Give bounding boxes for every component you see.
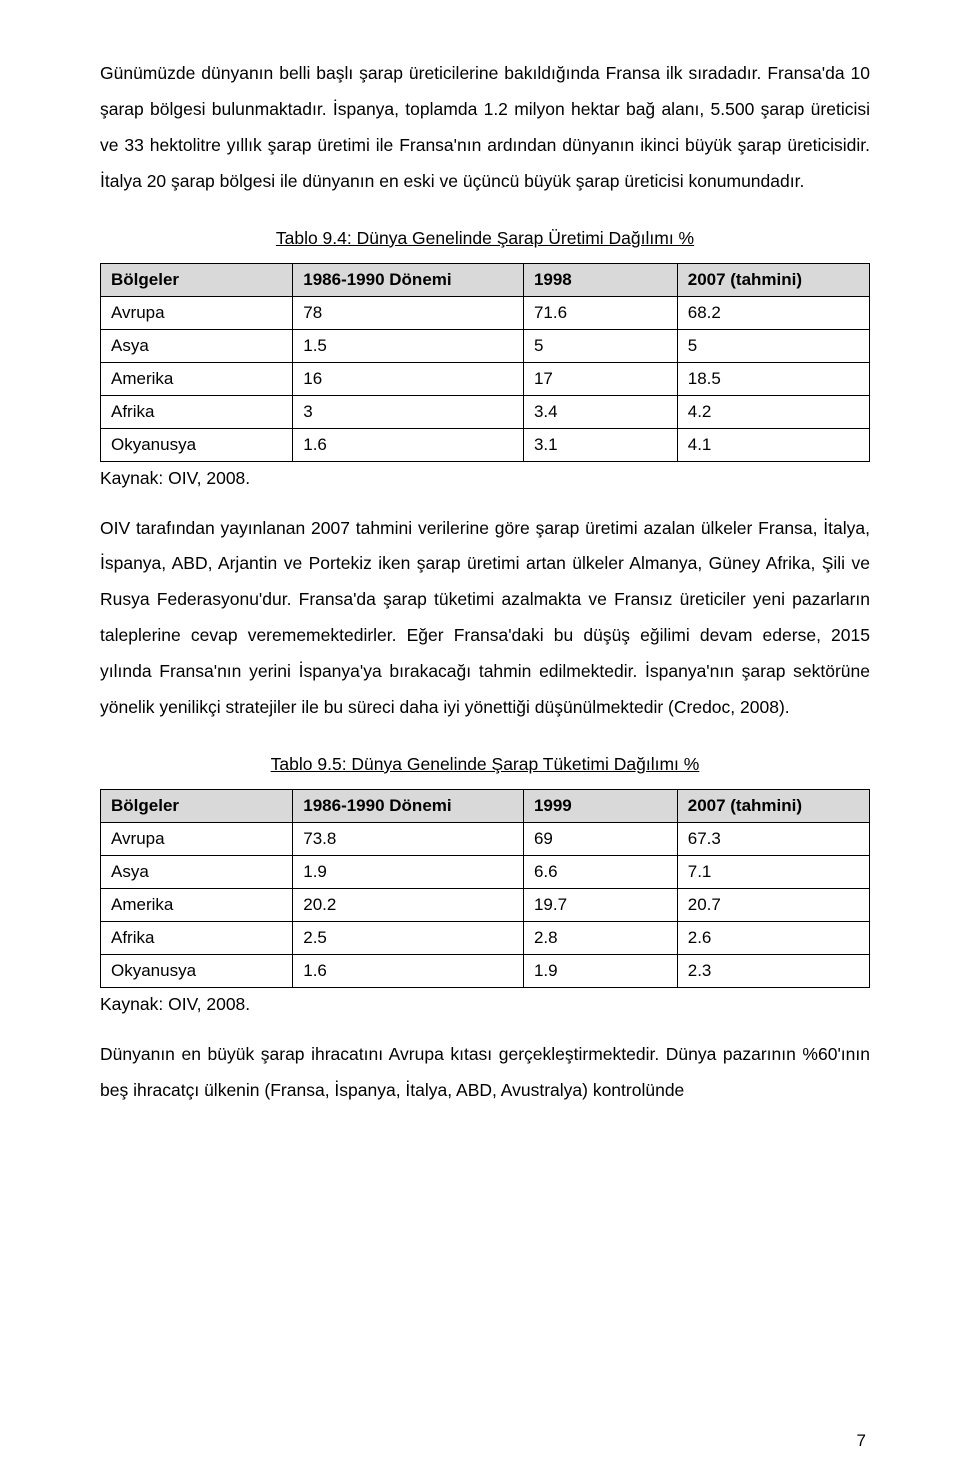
table-row: Asya 1.5 5 5 <box>101 329 870 362</box>
table94-header-0: Bölgeler <box>101 263 293 296</box>
document-page: Günümüzde dünyanın belli başlı şarap üre… <box>0 0 960 1479</box>
table94-header-1: 1986-1990 Dönemi <box>293 263 524 296</box>
paragraph-2: OIV tarafından yayınlanan 2007 tahmini v… <box>100 511 870 726</box>
page-number: 7 <box>857 1431 866 1451</box>
table95-cell: Avrupa <box>101 822 293 855</box>
table94-cell: Amerika <box>101 362 293 395</box>
table94-cell: 18.5 <box>677 362 869 395</box>
table94-header-2: 1998 <box>523 263 677 296</box>
table95-cell: 2.5 <box>293 921 524 954</box>
table-row: Okyanusya 1.6 1.9 2.3 <box>101 954 870 987</box>
table94-cell: 4.2 <box>677 395 869 428</box>
table95: Bölgeler 1986-1990 Dönemi 1999 2007 (tah… <box>100 789 870 988</box>
table95-cell: Asya <box>101 855 293 888</box>
paragraph-3: Dünyanın en büyük şarap ihracatını Avrup… <box>100 1037 870 1109</box>
table94-cell: 16 <box>293 362 524 395</box>
table94-cell: 17 <box>523 362 677 395</box>
table94-cell: Okyanusya <box>101 428 293 461</box>
table95-cell: 20.7 <box>677 888 869 921</box>
table94-cell: 5 <box>523 329 677 362</box>
table95-cell: 2.3 <box>677 954 869 987</box>
table94-cell: 1.6 <box>293 428 524 461</box>
table94-cell: 68.2 <box>677 296 869 329</box>
table95-cell: Okyanusya <box>101 954 293 987</box>
table95-cell: 1.9 <box>293 855 524 888</box>
table95-cell: 1.6 <box>293 954 524 987</box>
table95-cell: 69 <box>523 822 677 855</box>
table-row: Afrika 2.5 2.8 2.6 <box>101 921 870 954</box>
table95-header-3: 2007 (tahmini) <box>677 789 869 822</box>
table-row: Amerika 16 17 18.5 <box>101 362 870 395</box>
table95-cell: Afrika <box>101 921 293 954</box>
table95-cell: 19.7 <box>523 888 677 921</box>
table94-cell: 3 <box>293 395 524 428</box>
table95-header-row: Bölgeler 1986-1990 Dönemi 1999 2007 (tah… <box>101 789 870 822</box>
table95-cell: 2.8 <box>523 921 677 954</box>
table95-cell: 67.3 <box>677 822 869 855</box>
table95-source: Kaynak: OIV, 2008. <box>100 994 870 1015</box>
table95-cell: 7.1 <box>677 855 869 888</box>
table94-cell: Afrika <box>101 395 293 428</box>
table94-cell: 3.1 <box>523 428 677 461</box>
table94-cell: 3.4 <box>523 395 677 428</box>
table94-header-row: Bölgeler 1986-1990 Dönemi 1998 2007 (tah… <box>101 263 870 296</box>
table94: Bölgeler 1986-1990 Dönemi 1998 2007 (tah… <box>100 263 870 462</box>
table-row: Avrupa 78 71.6 68.2 <box>101 296 870 329</box>
table94-cell: 4.1 <box>677 428 869 461</box>
table95-cell: 6.6 <box>523 855 677 888</box>
table95-cell: 1.9 <box>523 954 677 987</box>
table94-caption: Tablo 9.4: Dünya Genelinde Şarap Üretimi… <box>100 228 870 249</box>
table-row: Asya 1.9 6.6 7.1 <box>101 855 870 888</box>
table94-cell: 78 <box>293 296 524 329</box>
table94-cell: 71.6 <box>523 296 677 329</box>
table94-cell: 1.5 <box>293 329 524 362</box>
table95-caption: Tablo 9.5: Dünya Genelinde Şarap Tüketim… <box>100 754 870 775</box>
table94-cell: 5 <box>677 329 869 362</box>
table95-cell: 2.6 <box>677 921 869 954</box>
table94-header-3: 2007 (tahmini) <box>677 263 869 296</box>
table95-cell: 73.8 <box>293 822 524 855</box>
table-row: Afrika 3 3.4 4.2 <box>101 395 870 428</box>
table94-source: Kaynak: OIV, 2008. <box>100 468 870 489</box>
table95-cell: 20.2 <box>293 888 524 921</box>
paragraph-1: Günümüzde dünyanın belli başlı şarap üre… <box>100 56 870 200</box>
table-row: Amerika 20.2 19.7 20.7 <box>101 888 870 921</box>
table-row: Okyanusya 1.6 3.1 4.1 <box>101 428 870 461</box>
table94-cell: Asya <box>101 329 293 362</box>
table95-header-1: 1986-1990 Dönemi <box>293 789 524 822</box>
table95-cell: Amerika <box>101 888 293 921</box>
table94-cell: Avrupa <box>101 296 293 329</box>
table95-header-2: 1999 <box>523 789 677 822</box>
table95-header-0: Bölgeler <box>101 789 293 822</box>
table-row: Avrupa 73.8 69 67.3 <box>101 822 870 855</box>
